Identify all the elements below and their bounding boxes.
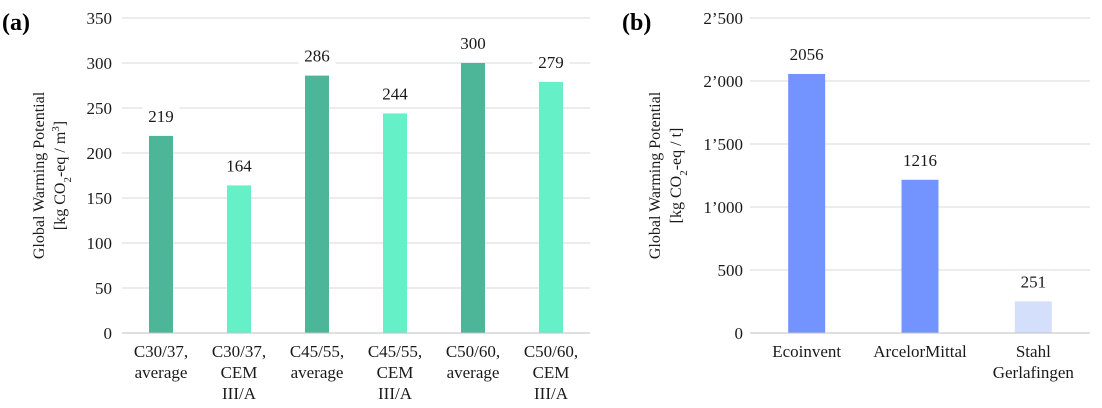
bar: [1014, 301, 1052, 333]
x-tick-label: CEM: [377, 363, 414, 382]
y-tick-label: 2’000: [703, 72, 743, 91]
y-tick-label: 250: [87, 99, 113, 118]
chart-panel-a: (a) 0 50 100 150 200 250 300 350 Global Warming P…: [2, 9, 590, 403]
chart-panel-b: (b) 0 500 1’000 1’500 2’000 2’500 Global Warmin…: [622, 9, 1090, 382]
y-tick-label: 350: [87, 9, 113, 28]
x-tick-label: average: [447, 363, 500, 382]
x-tick-label: Gerlafingen: [993, 363, 1075, 382]
x-tick-label: CEM: [221, 363, 258, 382]
data-label-background: [897, 148, 943, 171]
y-axis-label-line2: [kg CO2-eq / t]: [668, 128, 690, 224]
y-axis-label-part: [kg CO: [668, 176, 685, 224]
y-axis-label-subscript: 2: [62, 177, 74, 183]
data-label: 164: [226, 156, 252, 175]
data-label: 251: [1021, 272, 1047, 291]
x-tick-label: C30/37,: [134, 342, 188, 361]
data-label-background: [376, 82, 414, 105]
x-tick-label: C50/60,: [446, 342, 500, 361]
x-tick-label: CEM: [533, 363, 570, 382]
y-tick-label: 50: [95, 279, 112, 298]
data-label-background: [532, 50, 570, 73]
data-label-background: [1014, 270, 1052, 293]
bar: [383, 113, 407, 334]
x-tick-label: III/A: [378, 384, 413, 403]
y-axis-label-part: -eq / m: [52, 131, 69, 177]
y-tick-label: 300: [87, 54, 113, 73]
bar: [539, 81, 563, 334]
y-tick-label: 500: [718, 261, 744, 280]
y-tick-label: 0: [104, 324, 113, 343]
bar: [461, 63, 485, 333]
x-tick-label: C45/55,: [368, 342, 422, 361]
data-label: 219: [148, 107, 174, 126]
y-axis-label-part: [kg CO: [52, 183, 69, 231]
data-label-background: [142, 104, 180, 127]
y-tick-label: 1’500: [703, 135, 743, 154]
x-tick-label: C50/60,: [524, 342, 578, 361]
panel-label: (b): [622, 10, 651, 36]
data-label: 300: [460, 34, 486, 53]
data-label: 279: [538, 53, 564, 72]
bar: [149, 135, 173, 333]
x-tick-label: Stahl: [1016, 342, 1051, 361]
x-tick-label: average: [135, 363, 188, 382]
y-axis-label-part: ]: [52, 121, 69, 126]
y-tick-label: 200: [87, 144, 113, 163]
bar: [901, 179, 939, 333]
x-tick-label: C45/55,: [290, 342, 344, 361]
x-tick-label: C30/37,: [212, 342, 266, 361]
y-axis-label: Global Warming Potential [kg CO2-eq / m3]: [31, 91, 74, 259]
data-label-background: [298, 44, 336, 67]
y-tick-label: 1’000: [703, 198, 743, 217]
data-label-background: [783, 42, 830, 65]
y-axis-label-line1: Global Warming Potential: [31, 91, 48, 259]
y-axis-label: Global Warming Potential [kg CO2-eq / t]: [647, 91, 690, 259]
data-label-background: [454, 32, 492, 54]
y-tick-label: 100: [87, 234, 113, 253]
x-tick-label: average: [291, 363, 344, 382]
bar: [305, 75, 329, 333]
y-tick-label: 2’500: [703, 9, 743, 28]
data-label-background: [220, 154, 258, 177]
bar: [227, 185, 251, 333]
y-axis-label-line1: Global Warming Potential: [647, 91, 664, 259]
data-label: 286: [304, 47, 330, 66]
data-label: 2056: [790, 45, 824, 64]
y-tick-label: 0: [735, 324, 744, 343]
data-label: 1216: [903, 151, 937, 170]
bar: [788, 73, 826, 333]
x-tick-label: Ecoinvent: [772, 342, 841, 361]
y-tick-label: 150: [87, 189, 113, 208]
x-tick-label: III/A: [222, 384, 257, 403]
y-axis-label-superscript: 3: [50, 126, 62, 132]
y-axis-label-subscript: 2: [678, 170, 690, 176]
y-axis-label-line2: [kg CO2-eq / m3]: [50, 121, 74, 230]
x-tick-label: III/A: [534, 384, 569, 403]
data-label: 244: [382, 84, 408, 103]
y-axis-label-part: -eq / t]: [668, 128, 685, 171]
panel-label: (a): [2, 10, 30, 36]
x-tick-label: ArcelorMittal: [873, 342, 967, 361]
